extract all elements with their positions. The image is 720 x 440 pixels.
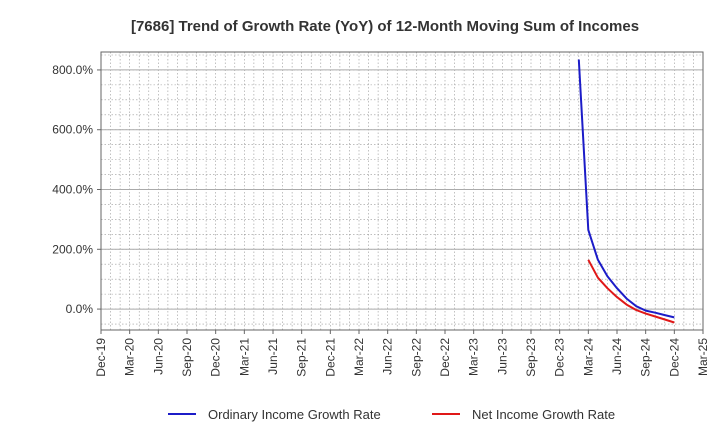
plot-area <box>100 51 704 331</box>
x-tick-label: Dec-22 <box>438 338 452 377</box>
y-tick-label: 200.0% <box>52 242 93 256</box>
chart-title: [7686] Trend of Growth Rate (YoY) of 12-… <box>131 18 639 35</box>
x-tick-label: Mar-23 <box>467 338 481 376</box>
y-axis: 0.0% 200.0% 400.0% 600.0% 800.0% <box>52 63 703 316</box>
legend-label-1: Ordinary Income Growth Rate <box>208 407 381 422</box>
grid-lines <box>101 52 703 330</box>
y-tick-label: 600.0% <box>52 123 93 137</box>
x-tick-label: Mar-24 <box>581 338 595 376</box>
x-tick-label: Dec-24 <box>667 338 681 377</box>
x-tick-label: Jun-23 <box>495 338 509 375</box>
legend-label-2: Net Income Growth Rate <box>472 407 615 422</box>
x-tick-label: Sep-24 <box>639 338 653 377</box>
x-tick-label: Dec-21 <box>323 338 337 377</box>
x-tick-label: Sep-20 <box>180 338 194 377</box>
x-tick-label: Mar-21 <box>237 338 251 376</box>
x-tick-label: Dec-23 <box>553 338 567 377</box>
x-tick-label: Sep-23 <box>524 338 538 377</box>
series-line-2 <box>587 259 675 324</box>
y-tick-label: 800.0% <box>52 63 93 77</box>
x-tick-label: Sep-21 <box>295 338 309 377</box>
series-lines <box>577 59 675 324</box>
x-axis: Dec-19 Mar-20 Jun-20 Sep-20 Dec-20 Mar-21 Jun-… <box>94 330 710 377</box>
x-tick-label: Jun-20 <box>151 338 165 375</box>
x-tick-label: Jun-22 <box>381 338 395 375</box>
x-tick-label: Mar-22 <box>352 338 366 376</box>
x-tick-label: Dec-20 <box>209 338 223 377</box>
x-tick-label: Jun-21 <box>266 338 280 375</box>
x-tick-label: Jun-24 <box>610 338 624 375</box>
legend: Ordinary Income Growth Rate Net Income Gr… <box>168 407 615 422</box>
x-tick-label: Mar-20 <box>123 338 137 376</box>
y-tick-label: 0.0% <box>66 302 94 316</box>
y-tick-label: 400.0% <box>52 183 93 197</box>
x-tick-label: Dec-19 <box>94 338 108 377</box>
x-tick-label: Sep-22 <box>409 338 423 377</box>
x-tick-label: Mar-25 <box>696 338 710 376</box>
